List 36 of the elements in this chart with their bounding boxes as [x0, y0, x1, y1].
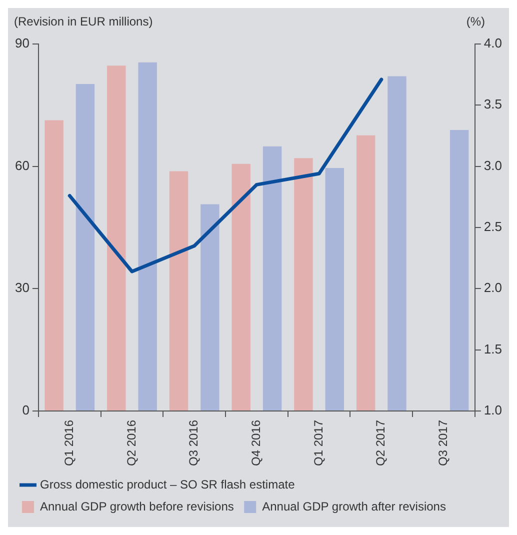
y2-tick-label: 2.0	[484, 280, 502, 296]
y-axis-title: (Revision in EUR millions)	[14, 14, 153, 28]
x-tick-label: Q3 2017	[436, 420, 450, 466]
x-tick-label: Q1 2016	[62, 420, 76, 466]
bar	[200, 204, 220, 410]
bar	[450, 130, 469, 410]
x-tick-label: Q2 2017	[374, 420, 388, 466]
legend-label: Annual GDP growth after revisions	[262, 499, 446, 514]
bar	[44, 120, 64, 410]
bar	[76, 84, 95, 410]
legend-label: Annual GDP growth before revisions	[40, 499, 234, 514]
y2-tick-label: 2.5	[484, 219, 502, 234]
bar	[388, 76, 406, 410]
y2-tick-label: 3.5	[484, 96, 502, 112]
bar	[169, 171, 188, 410]
bar	[107, 66, 126, 410]
x-tick-label: Q2 2016	[124, 420, 138, 466]
y-tick-label: 30	[14, 280, 30, 296]
y2-tick-label: 1.5	[484, 341, 502, 356]
legend-label: Gross domestic product – SO SR flash estimate	[40, 477, 296, 492]
y2-axis-title: (%)	[466, 14, 485, 28]
y-tick-label: 90	[14, 36, 30, 51]
x-tick-label: Q1 2017	[311, 420, 326, 466]
bar	[325, 168, 344, 410]
bar	[356, 135, 376, 410]
y2-tick-label: 3.0	[484, 158, 502, 173]
y-tick-label: 60	[14, 158, 30, 173]
bar	[262, 146, 282, 410]
y2-tick-label: 1.0	[484, 402, 502, 418]
bar	[138, 62, 157, 410]
bar	[232, 164, 250, 410]
y-tick-label: 0	[22, 402, 30, 418]
x-tick-label: Q4 2016	[249, 420, 264, 466]
y2-tick-label: 4.0	[484, 36, 502, 51]
x-tick-label: Q3 2016	[186, 420, 201, 466]
bar	[294, 158, 313, 410]
